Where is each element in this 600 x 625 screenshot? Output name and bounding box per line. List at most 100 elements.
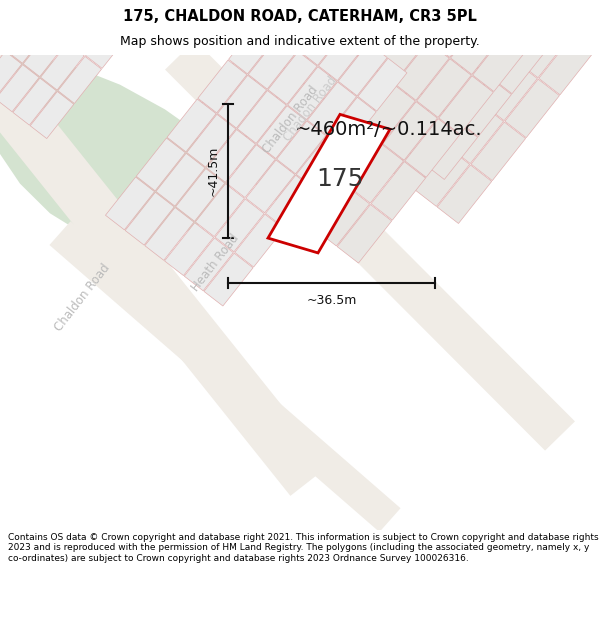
Polygon shape [183,85,237,144]
Polygon shape [327,79,382,138]
Polygon shape [439,76,493,134]
Polygon shape [34,0,77,28]
Polygon shape [403,0,457,26]
Polygon shape [250,0,305,58]
Polygon shape [49,221,401,532]
Polygon shape [406,0,461,41]
Polygon shape [313,36,367,94]
Polygon shape [335,52,389,111]
Polygon shape [167,99,216,152]
Polygon shape [204,253,253,306]
Polygon shape [481,0,535,17]
Polygon shape [473,33,527,91]
Polygon shape [317,2,371,61]
Polygon shape [327,98,376,150]
Polygon shape [248,36,298,89]
Polygon shape [395,0,449,52]
Polygon shape [483,62,538,121]
Polygon shape [393,131,448,189]
Text: Chaldon Road: Chaldon Road [52,261,112,334]
Polygon shape [551,0,600,35]
Polygon shape [271,153,326,212]
Polygon shape [30,91,74,139]
Polygon shape [106,177,155,230]
Polygon shape [383,54,437,112]
Polygon shape [206,129,256,182]
Polygon shape [165,41,575,451]
Polygon shape [361,84,415,143]
Polygon shape [416,11,471,69]
Polygon shape [283,46,337,104]
Text: Map shows position and indicative extent of the property.: Map shows position and indicative extent… [120,35,480,48]
Polygon shape [305,111,359,169]
Polygon shape [373,24,427,83]
Polygon shape [136,138,185,191]
Text: Chaldon Road: Chaldon Road [260,83,320,156]
Polygon shape [338,19,393,78]
Polygon shape [68,8,112,55]
Polygon shape [279,0,328,50]
Text: Chadon Road: Chadon Road [281,74,339,144]
Polygon shape [413,44,467,102]
Text: ~36.5m: ~36.5m [307,294,356,307]
Polygon shape [184,238,233,291]
Polygon shape [13,78,56,125]
Polygon shape [51,0,95,42]
Polygon shape [283,93,337,152]
Polygon shape [328,0,383,49]
Text: Heath Road: Heath Road [189,232,241,294]
Polygon shape [428,0,483,9]
Polygon shape [317,51,371,109]
Polygon shape [0,55,230,248]
Polygon shape [125,192,174,245]
Polygon shape [405,71,460,129]
Polygon shape [257,106,306,159]
Polygon shape [439,28,493,86]
Polygon shape [145,208,194,261]
Text: ~460m²/~0.114ac.: ~460m²/~0.114ac. [295,120,482,139]
Polygon shape [338,43,387,96]
Polygon shape [358,58,407,111]
Polygon shape [383,102,437,160]
Polygon shape [226,145,275,198]
Polygon shape [277,121,326,174]
Polygon shape [79,0,122,6]
Polygon shape [524,0,579,51]
Polygon shape [517,19,571,78]
Polygon shape [349,97,403,155]
Polygon shape [391,27,445,86]
Polygon shape [506,0,561,1]
Polygon shape [451,16,505,74]
Polygon shape [86,21,129,68]
Polygon shape [451,0,505,27]
Polygon shape [187,114,236,167]
Polygon shape [463,0,517,14]
Polygon shape [506,0,561,49]
Polygon shape [268,51,317,104]
Polygon shape [449,105,503,164]
Polygon shape [327,127,382,186]
Polygon shape [428,0,483,58]
Polygon shape [293,171,347,229]
Polygon shape [58,56,101,104]
Polygon shape [373,0,427,36]
Polygon shape [266,175,314,228]
Polygon shape [259,0,308,35]
Polygon shape [156,153,205,206]
Polygon shape [0,39,329,496]
Text: 175, CHALDON ROAD, CATERHAM, CR3 5PL: 175, CHALDON ROAD, CATERHAM, CR3 5PL [123,9,477,24]
Polygon shape [249,136,304,195]
Text: ~41.5m: ~41.5m [206,146,220,196]
Polygon shape [401,104,455,162]
Polygon shape [437,165,492,224]
Polygon shape [505,79,559,138]
Polygon shape [272,16,327,75]
Polygon shape [484,0,539,32]
Polygon shape [350,0,405,18]
Polygon shape [246,160,295,212]
Polygon shape [268,114,390,253]
Polygon shape [349,144,404,203]
Polygon shape [198,60,247,113]
Polygon shape [427,88,481,146]
Polygon shape [229,21,278,74]
